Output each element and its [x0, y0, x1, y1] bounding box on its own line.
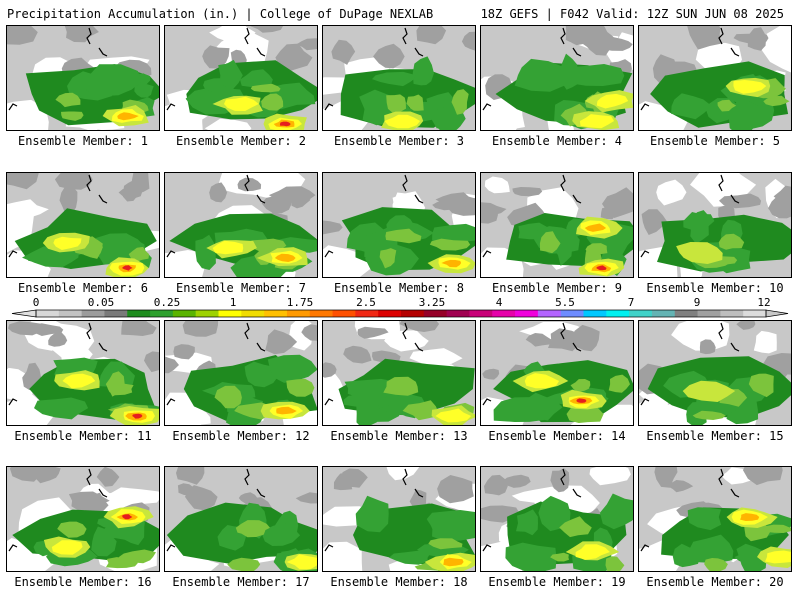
- color-scale-tick-label: 0.05: [87, 296, 115, 309]
- ensemble-member-map-18: [322, 466, 476, 572]
- color-scale-swatch: [720, 310, 744, 317]
- ensemble-member-label: Ensemble Member: 1: [17, 134, 149, 148]
- color-scale-swatch: [172, 310, 197, 317]
- color-scale-swatch: [446, 310, 470, 317]
- color-scale-swatch: [309, 310, 334, 317]
- ensemble-member-label: Ensemble Member: 3: [333, 134, 465, 148]
- color-scale-swatch: [674, 310, 699, 317]
- color-scale-tick-label: 0: [32, 296, 40, 309]
- color-scale-tick-label: 0.25: [153, 296, 181, 309]
- ensemble-member-map-4: [480, 25, 634, 131]
- ensemble-member-label: Ensemble Member: 20: [646, 575, 784, 589]
- ensemble-member-label: Ensemble Member: 19: [488, 575, 626, 589]
- ensemble-member-label: Ensemble Member: 6: [17, 281, 149, 295]
- color-scale-swatch: [104, 310, 128, 317]
- color-scale-swatch: [36, 310, 60, 317]
- ensemble-member-map-9: [480, 172, 634, 278]
- ensemble-member-label: Ensemble Member: 17: [172, 575, 310, 589]
- color-scale-swatch: [81, 310, 105, 317]
- ensemble-member-label: Ensemble Member: 5: [649, 134, 781, 148]
- color-scale-tick-label: 1.75: [286, 296, 314, 309]
- color-scale-tick-label: 1: [229, 296, 237, 309]
- color-scale-swatch: [286, 310, 311, 317]
- color-scale-swatch: [378, 310, 402, 317]
- ensemble-member-map-14: [480, 320, 634, 426]
- ensemble-member-label: Ensemble Member: 11: [14, 429, 152, 443]
- ensemble-member-label: Ensemble Member: 2: [175, 134, 307, 148]
- model-valid-time: 18Z GEFS | F042 Valid: 12Z SUN JUN 08 20…: [480, 7, 784, 21]
- color-scale-tick-label: 2.5: [356, 296, 376, 309]
- color-scale-swatch: [469, 310, 493, 317]
- color-scale-swatch: [264, 310, 288, 317]
- ensemble-member-label: Ensemble Member: 13: [330, 429, 468, 443]
- color-scale-swatch: [423, 310, 448, 317]
- color-scale-tick-label: 5.5: [555, 296, 575, 309]
- ensemble-member-label: Ensemble Member: 4: [491, 134, 623, 148]
- color-scale-swatch: [560, 310, 584, 317]
- ensemble-member-map-12: [164, 320, 318, 426]
- ensemble-member-label: Ensemble Member: 12: [172, 429, 310, 443]
- color-scale-swatch: [606, 310, 630, 317]
- ensemble-member-label: Ensemble Member: 7: [175, 281, 307, 295]
- ensemble-member-map-17: [164, 466, 318, 572]
- ensemble-member-map-11: [6, 320, 160, 426]
- ensemble-member-label: Ensemble Member: 18: [330, 575, 468, 589]
- color-scale-swatch: [127, 310, 151, 317]
- color-scale-swatch: [583, 310, 607, 317]
- color-scale-swatch: [195, 310, 219, 317]
- color-scale-swatch: [241, 310, 265, 317]
- ensemble-member-map-10: [638, 172, 792, 278]
- color-scale-swatch: [537, 310, 562, 317]
- color-scale-swatch: [150, 310, 174, 317]
- ensemble-member-label: Ensemble Member: 15: [646, 429, 784, 443]
- ensemble-member-map-19: [480, 466, 634, 572]
- color-scale-swatch: [697, 310, 721, 317]
- color-scale-swatch: [355, 310, 379, 317]
- ensemble-member-label: Ensemble Member: 14: [488, 429, 626, 443]
- color-scale-tick-label: 4: [495, 296, 503, 309]
- color-scale-tick-label: 12: [757, 296, 771, 309]
- color-scale-tick-label: 9: [693, 296, 701, 309]
- color-scale-tick-label: 3.25: [418, 296, 446, 309]
- color-scale-swatch: [218, 310, 242, 317]
- map-title: Precipitation Accumulation (in.) | Colle…: [7, 7, 434, 21]
- color-scale-swatch: [58, 310, 83, 317]
- ensemble-member-map-15: [638, 320, 792, 426]
- ensemble-member-map-13: [322, 320, 476, 426]
- color-scale-bar: [11, 309, 789, 318]
- color-scale-swatch: [743, 310, 767, 317]
- color-scale-swatch: [492, 310, 516, 317]
- color-scale-swatch: [332, 310, 356, 317]
- color-scale-tick-label: 7: [627, 296, 635, 309]
- ensemble-member-map-3: [322, 25, 476, 131]
- ensemble-member-label: Ensemble Member: 10: [646, 281, 784, 295]
- ensemble-member-map-7: [164, 172, 318, 278]
- ensemble-member-label: Ensemble Member: 16: [14, 575, 152, 589]
- ensemble-member-map-5: [638, 25, 792, 131]
- ensemble-member-map-8: [322, 172, 476, 278]
- ensemble-member-map-2: [164, 25, 318, 131]
- ensemble-member-label: Ensemble Member: 9: [491, 281, 623, 295]
- ensemble-member-map-16: [6, 466, 160, 572]
- ensemble-member-map-20: [638, 466, 792, 572]
- color-scale-swatch: [515, 310, 539, 317]
- ensemble-member-label: Ensemble Member: 8: [333, 281, 465, 295]
- color-scale-swatch: [401, 310, 425, 317]
- color-scale-swatch: [651, 310, 676, 317]
- ensemble-member-map-6: [6, 172, 160, 278]
- color-scale-swatch: [629, 310, 653, 317]
- ensemble-member-map-1: [6, 25, 160, 131]
